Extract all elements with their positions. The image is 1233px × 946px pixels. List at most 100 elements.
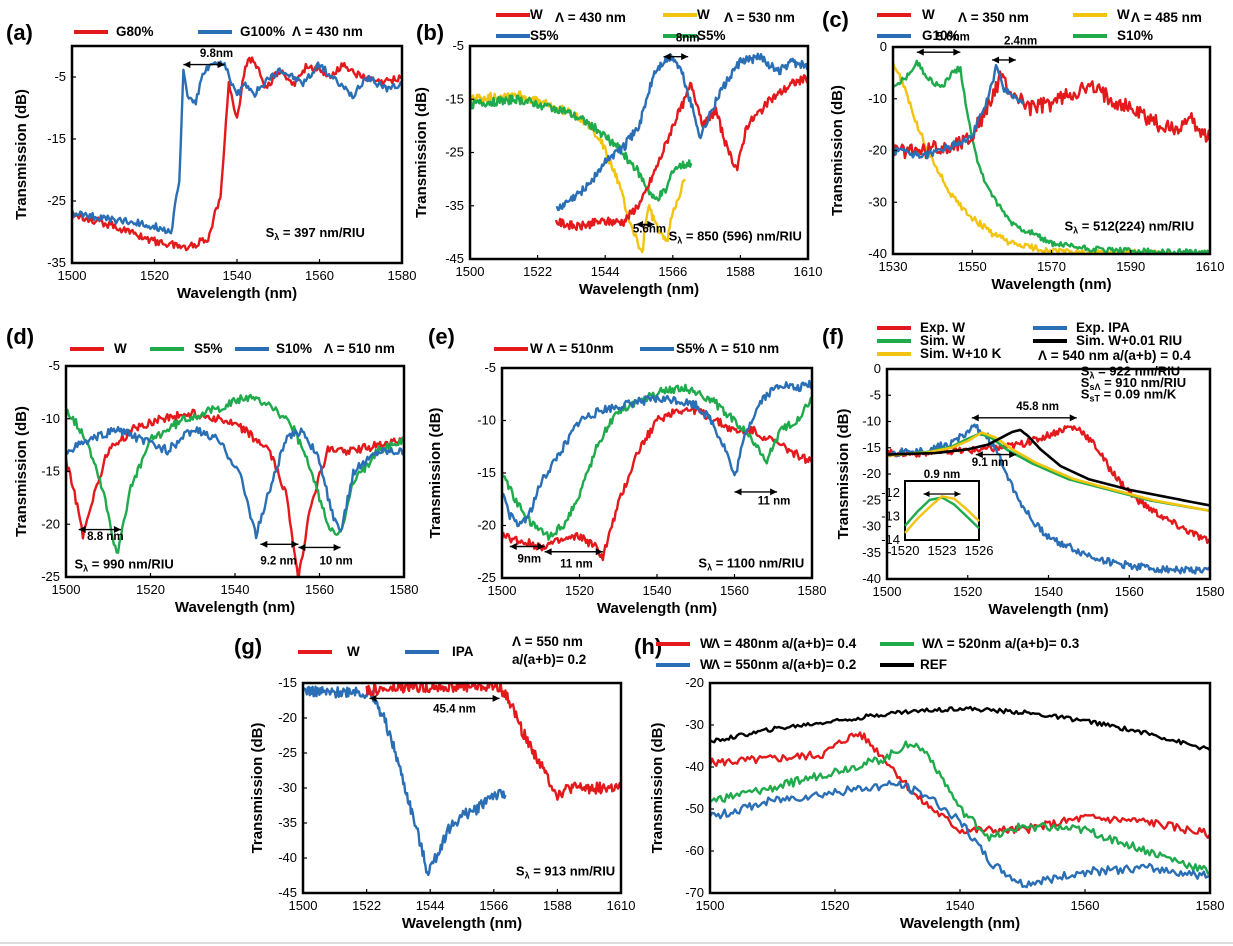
y-tick-label: -15 xyxy=(445,91,464,106)
panel-label: (c) xyxy=(822,7,849,32)
arrow-head xyxy=(544,548,552,556)
x-axis-label: Wavelength (nm) xyxy=(579,281,699,298)
x-tick-label: 1580 xyxy=(1196,898,1225,913)
inset-x-tick-label: 1523 xyxy=(928,543,957,558)
arrow-head xyxy=(975,451,983,459)
legend-label: Sim. W+10 K xyxy=(920,346,1002,361)
series-group xyxy=(887,423,1210,575)
series-line-s10-485-nm xyxy=(893,59,1210,254)
y-tick-label: -20 xyxy=(862,466,881,481)
legend-label: Exp. W xyxy=(920,320,965,335)
arrow-head xyxy=(681,53,689,61)
y-axis-label: Transmission (dB) xyxy=(249,723,266,854)
x-tick-label: 1540 xyxy=(946,898,975,913)
y-tick-label: -25 xyxy=(278,745,297,760)
panel-d: (d) 1500 1520 1540 1560 1580 -5 -10 -15 -20 -25 Wav… xyxy=(6,324,418,616)
y-tick-label: -30 xyxy=(862,519,881,534)
annotation: 11 nm xyxy=(758,496,791,508)
legend-label: S5% Λ = 510 nm xyxy=(676,341,779,356)
y-tick-label: -35 xyxy=(445,198,464,213)
y-tick-label: -50 xyxy=(685,801,704,816)
y-tick-label: -5 xyxy=(452,38,464,53)
legend-label: IPA xyxy=(452,644,474,659)
series-line-s10- xyxy=(66,425,404,540)
panel-e: (e) 1500 1520 1540 1560 1580 -5 -10 -15 -20 -25 Wav… xyxy=(427,324,826,617)
series-line-g80- xyxy=(72,56,402,252)
y-tick-label: -45 xyxy=(278,885,297,900)
annotation: 5.6nm xyxy=(633,223,666,235)
legend-label: W xyxy=(700,657,713,672)
inset-y-tick-label: -13 xyxy=(881,508,900,523)
legend-label: a/(a+b)= 0.2 xyxy=(512,652,586,667)
legend-label: Λ = 530 nm xyxy=(724,10,795,25)
arrow-head xyxy=(647,220,655,228)
series-group xyxy=(72,56,402,252)
x-tick-label: 1544 xyxy=(416,898,445,913)
sensitivity-annotation: Sλ = 397 nm/RIU xyxy=(266,225,365,242)
x-tick-label: 1588 xyxy=(543,898,572,913)
x-tick-label: 1500 xyxy=(456,264,485,279)
x-tick-label: 1566 xyxy=(658,264,687,279)
annotation: 45.8 nm xyxy=(1016,401,1059,413)
x-tick-label: 1610 xyxy=(1196,259,1225,274)
x-tick-label: 1520 xyxy=(821,898,850,913)
arrow-head xyxy=(595,548,603,556)
y-tick-label: -20 xyxy=(868,143,887,158)
x-tick-label: 1530 xyxy=(879,259,908,274)
legend-label: W xyxy=(114,341,127,356)
series-line-g100- xyxy=(72,60,402,235)
sensitivity-annotation: SsΛ = 910 nm/RIU xyxy=(1081,375,1186,392)
x-tick-label: 1520 xyxy=(565,583,594,598)
legend-label: W xyxy=(922,7,935,22)
arrow-head xyxy=(734,488,742,496)
series-line-w-550nm xyxy=(710,780,1210,889)
arrow-head xyxy=(635,220,643,228)
legend-label: REF xyxy=(920,657,947,672)
legend-label: Λ = 540 nm a/(a+b) = 0.4 xyxy=(1038,348,1191,363)
legend-label: G10% xyxy=(922,28,960,43)
arrow-head xyxy=(992,56,1000,64)
x-tick-label: 1560 xyxy=(720,583,749,598)
arrow-head xyxy=(217,61,225,69)
panel-a: (a) 1500 1520 1540 1560 1580 -5 -15 -25 -35 Wavele… xyxy=(6,20,416,302)
x-tick-label: 1500 xyxy=(289,898,318,913)
x-axis-label: Wavelength (nm) xyxy=(991,276,1111,293)
y-tick-label: -15 xyxy=(41,464,60,479)
panel-label: (a) xyxy=(6,20,33,45)
x-tick-label: 1560 xyxy=(1071,898,1100,913)
panel-g: (g) 1500 1522 1544 1566 1588 1610 -15 -20 -25 -30 -… xyxy=(234,634,635,932)
legend-label: W Λ = 510nm xyxy=(530,341,614,356)
legend-label: S5% xyxy=(194,341,223,356)
series-line-w-510nm xyxy=(502,404,812,562)
sensitivity-annotation: Sλ = 850 (596) nm/RIU xyxy=(669,228,802,245)
y-tick-label: -20 xyxy=(685,675,704,690)
y-tick-label: -15 xyxy=(862,440,881,455)
y-tick-label: -10 xyxy=(868,91,887,106)
legend-label: Λ = 480nm a/(a+b)= 0.4 xyxy=(711,636,857,651)
x-tick-label: 1522 xyxy=(523,264,552,279)
panel-f: (f) 1500 1520 1540 1560 1580 0 -5 -10 -15 -20 -25 -3… xyxy=(822,320,1224,618)
sensitivity-annotation: Sλ = 922 nm/RIU xyxy=(1081,363,1180,380)
y-tick-label: -25 xyxy=(41,569,60,584)
series-line-w-480nm xyxy=(710,731,1210,839)
legend-label: Λ = 430 nm xyxy=(292,24,363,39)
legend-label: W xyxy=(347,644,360,659)
arrow-head xyxy=(1008,56,1016,64)
x-tick-label: 1500 xyxy=(696,898,725,913)
legend-label: W xyxy=(1117,7,1130,22)
arrow-head xyxy=(954,490,961,497)
panel-label: (b) xyxy=(416,20,444,45)
x-tick-label: 1500 xyxy=(52,582,81,597)
y-tick-label: -40 xyxy=(868,246,887,261)
x-tick-label: 1500 xyxy=(873,584,902,599)
series-line-s5-430-nm xyxy=(555,52,808,212)
arrow-head xyxy=(971,414,979,422)
x-tick-label: 1610 xyxy=(607,898,636,913)
series-group xyxy=(502,379,812,562)
x-tick-label: 1520 xyxy=(953,584,982,599)
series-line-g10-350-nm xyxy=(893,63,1025,160)
arrow-head xyxy=(298,543,306,551)
x-axis-label: Wavelength (nm) xyxy=(900,915,1020,932)
annotation: 9.2 nm xyxy=(260,555,296,567)
